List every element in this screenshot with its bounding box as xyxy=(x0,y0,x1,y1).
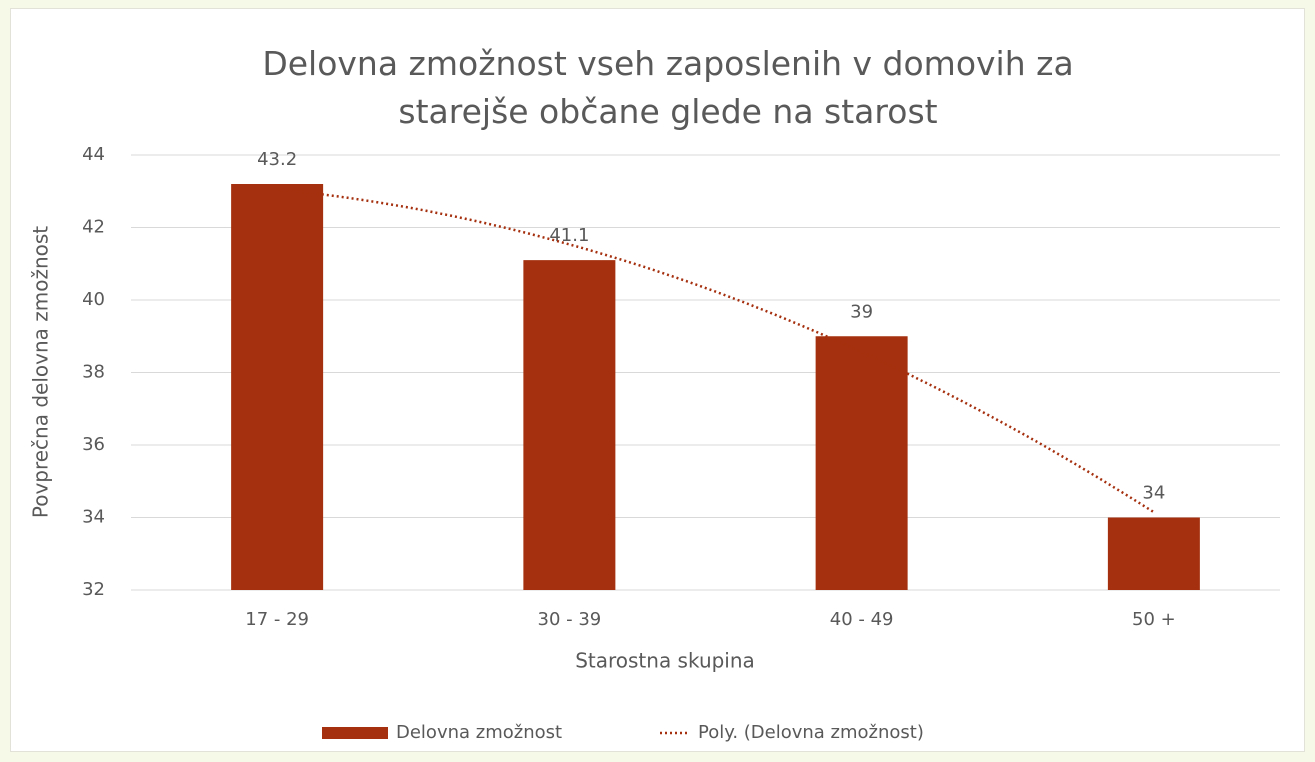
x-tick-label: 17 - 29 xyxy=(245,609,309,630)
y-axis-label: Povprečna delovna zmožnost xyxy=(29,226,53,518)
y-tick-label: 36 xyxy=(82,434,105,455)
data-label: 34 xyxy=(1142,483,1165,504)
legend-label: Poly. (Delovna zmožnost) xyxy=(698,722,924,743)
data-label: 43.2 xyxy=(257,149,297,170)
x-tick-label: 30 - 39 xyxy=(538,609,602,630)
x-tick-label: 50 + xyxy=(1132,609,1176,630)
y-tick-label: 34 xyxy=(82,507,105,528)
chart-title: Delovna zmožnost vseh zaposlenih v domov… xyxy=(262,44,1074,131)
y-tick-label: 32 xyxy=(82,579,105,600)
data-label: 41.1 xyxy=(549,225,589,246)
y-tick-label: 38 xyxy=(82,362,105,383)
legend-label: Delovna zmožnost xyxy=(396,722,562,743)
y-tick-label: 44 xyxy=(82,144,105,165)
y-tick-label: 40 xyxy=(82,289,105,310)
bar xyxy=(1107,517,1200,590)
x-axis-label: Starostna skupina xyxy=(575,649,755,673)
data-label: 39 xyxy=(850,301,873,322)
bar xyxy=(523,260,616,590)
chart-frame xyxy=(10,8,1305,752)
bar xyxy=(231,184,324,590)
legend-swatch xyxy=(322,727,388,739)
x-tick-label: 40 - 49 xyxy=(830,609,894,630)
trendline xyxy=(276,188,1155,514)
bar xyxy=(815,336,908,590)
y-tick-label: 42 xyxy=(82,217,105,238)
